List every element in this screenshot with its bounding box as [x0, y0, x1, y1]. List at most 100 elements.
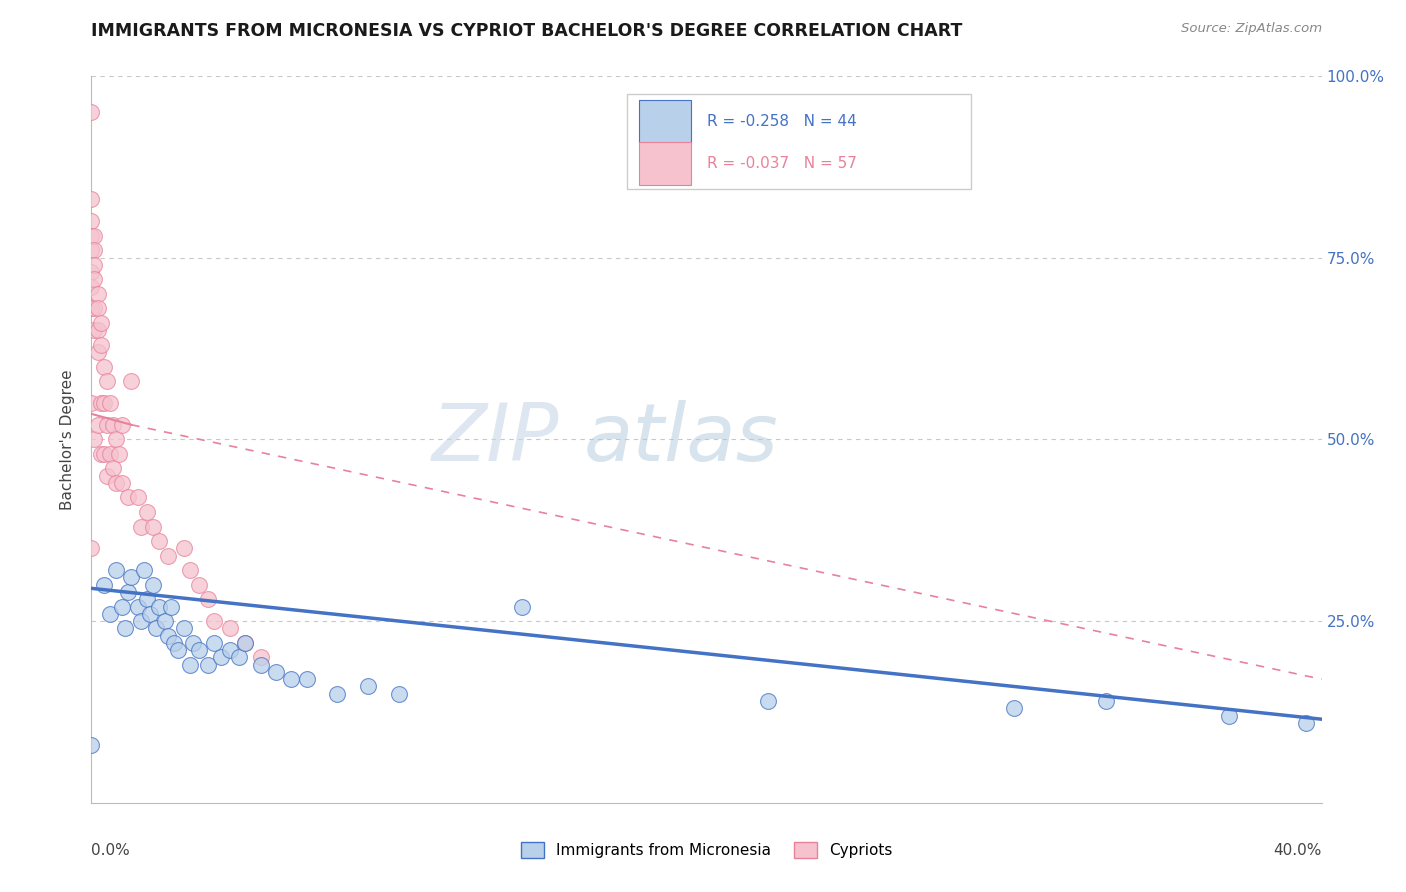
Text: 0.0%: 0.0%	[91, 843, 131, 858]
Point	[148, 534, 170, 549]
Point	[80, 228, 103, 243]
Point	[96, 468, 118, 483]
Point	[101, 417, 124, 432]
Point	[209, 650, 232, 665]
Point	[80, 541, 103, 556]
Point	[90, 316, 112, 330]
Point	[83, 272, 105, 286]
Point	[153, 614, 177, 628]
Point	[142, 578, 165, 592]
Point	[197, 592, 219, 607]
Point	[218, 621, 240, 635]
Point	[127, 491, 149, 505]
Point	[86, 301, 108, 316]
Point	[101, 461, 124, 475]
Point	[202, 614, 225, 628]
Point	[83, 301, 105, 316]
Point	[83, 323, 105, 337]
Point	[80, 301, 103, 316]
Point	[1095, 694, 1118, 708]
Point	[173, 621, 195, 635]
Point	[93, 447, 115, 461]
Point	[233, 636, 256, 650]
Point	[295, 672, 318, 686]
Point	[202, 636, 225, 650]
Point	[145, 621, 167, 635]
Point	[160, 599, 183, 614]
Point	[86, 345, 108, 359]
Point	[120, 374, 142, 388]
Point	[90, 396, 112, 410]
Point	[163, 636, 186, 650]
Text: IMMIGRANTS FROM MICRONESIA VS CYPRIOT BACHELOR'S DEGREE CORRELATION CHART: IMMIGRANTS FROM MICRONESIA VS CYPRIOT BA…	[91, 22, 963, 40]
FancyBboxPatch shape	[627, 94, 972, 188]
Point	[179, 563, 201, 577]
Point	[179, 657, 201, 672]
Point	[117, 585, 139, 599]
Point	[80, 244, 103, 258]
Point	[98, 447, 121, 461]
Point	[326, 687, 349, 701]
Point	[80, 105, 103, 120]
Point	[197, 657, 219, 672]
Point	[139, 607, 162, 621]
Point	[80, 214, 103, 228]
Point	[108, 447, 131, 461]
Point	[188, 578, 211, 592]
Point	[83, 258, 105, 272]
Point	[157, 629, 180, 643]
FancyBboxPatch shape	[638, 142, 690, 185]
Point	[280, 672, 302, 686]
Point	[249, 650, 271, 665]
Point	[135, 505, 157, 519]
Point	[114, 621, 136, 635]
Point	[510, 599, 533, 614]
Point	[111, 417, 134, 432]
Point	[93, 359, 115, 374]
Point	[96, 374, 118, 388]
Point	[83, 244, 105, 258]
Point	[80, 279, 103, 293]
Point	[80, 738, 103, 752]
Point	[233, 636, 256, 650]
Text: R = -0.258   N = 44: R = -0.258 N = 44	[706, 114, 856, 129]
Point	[111, 475, 134, 490]
Text: Source: ZipAtlas.com: Source: ZipAtlas.com	[1181, 22, 1322, 36]
Point	[142, 519, 165, 533]
Point	[388, 687, 411, 701]
Point	[117, 491, 139, 505]
Point	[135, 592, 157, 607]
Text: atlas: atlas	[583, 401, 779, 478]
Point	[181, 636, 204, 650]
Point	[90, 338, 112, 352]
Legend: Immigrants from Micronesia, Cypriots: Immigrants from Micronesia, Cypriots	[515, 836, 898, 864]
Point	[93, 396, 115, 410]
Point	[80, 396, 103, 410]
Point	[228, 650, 250, 665]
Point	[1295, 715, 1317, 730]
Point	[166, 643, 188, 657]
Point	[96, 417, 118, 432]
Text: R = -0.037   N = 57: R = -0.037 N = 57	[706, 155, 856, 170]
Text: 40.0%: 40.0%	[1274, 843, 1322, 858]
Point	[188, 643, 211, 657]
Point	[83, 433, 105, 447]
FancyBboxPatch shape	[638, 100, 690, 143]
Point	[98, 396, 121, 410]
Point	[111, 599, 134, 614]
Point	[105, 433, 127, 447]
Point	[132, 563, 155, 577]
Point	[98, 607, 121, 621]
Point	[93, 578, 115, 592]
Point	[90, 447, 112, 461]
Point	[86, 417, 108, 432]
Point	[173, 541, 195, 556]
Point	[249, 657, 271, 672]
Point	[129, 614, 152, 628]
Point	[1218, 708, 1240, 723]
Point	[80, 193, 103, 207]
Point	[129, 519, 152, 533]
Text: ZIP: ZIP	[432, 401, 558, 478]
Point	[148, 599, 170, 614]
Point	[83, 228, 105, 243]
